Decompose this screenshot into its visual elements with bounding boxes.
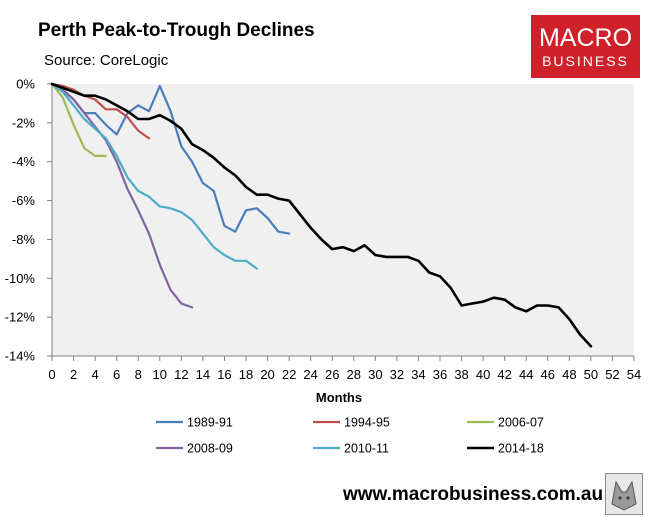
logo-line-macro: MACRO (538, 24, 633, 52)
x-tick-label: 12 (174, 367, 188, 382)
x-tick-label: 38 (454, 367, 468, 382)
series-line-1994-95 (50, 82, 151, 140)
series-line-2008-09 (50, 82, 194, 309)
x-tick-label: 0 (48, 367, 55, 382)
footer-url: www.macrobusiness.com.au (343, 484, 604, 505)
chart-source: Source: CoreLogic (44, 52, 169, 69)
legend-label-1994-95: 1994-95 (344, 416, 390, 430)
series-line-2014-18 (50, 82, 593, 348)
x-tick-label: 4 (91, 367, 98, 382)
x-tick-label: 2 (70, 367, 77, 382)
legend-label-2006-07: 2006-07 (498, 416, 544, 430)
x-tick-label: 52 (605, 367, 619, 382)
x-tick-label: 22 (282, 367, 296, 382)
x-tick-label: 30 (368, 367, 382, 382)
x-tick-label: 40 (476, 367, 490, 382)
x-tick-label: 6 (113, 367, 120, 382)
x-tick-label: 48 (562, 367, 576, 382)
x-tick-label: 26 (325, 367, 339, 382)
x-tick-label: 20 (260, 367, 274, 382)
x-tick-label: 54 (627, 367, 641, 382)
wolf-badge-icon (605, 473, 643, 515)
legend-label-1989-91: 1989-91 (187, 416, 233, 430)
y-tick-label: -6% (12, 193, 36, 208)
x-tick-label: 28 (347, 367, 361, 382)
legend-label-2014-18: 2014-18 (498, 442, 544, 456)
legend-label-2008-09: 2008-09 (187, 442, 233, 456)
x-tick-label: 44 (519, 367, 533, 382)
y-tick-label: -8% (12, 232, 36, 247)
x-tick-label: 34 (411, 367, 425, 382)
series-line-2010-11 (50, 82, 258, 270)
y-tick-label: -12% (5, 310, 36, 325)
logo-line-business: BUSINESS (542, 53, 629, 69)
x-tick-label: 16 (217, 367, 231, 382)
legend-label-2010-11: 2010-11 (344, 442, 389, 456)
x-tick-label: 32 (390, 367, 404, 382)
y-tick-label: -2% (12, 115, 36, 130)
x-tick-label: 36 (433, 367, 447, 382)
x-tick-label: 18 (239, 367, 253, 382)
macrobusiness-logo: MACRO BUSINESS (531, 15, 640, 78)
x-tick-label: 50 (584, 367, 598, 382)
x-tick-label: 24 (303, 367, 317, 382)
series-line-1989-91 (50, 82, 291, 235)
plot-area (52, 84, 634, 356)
x-tick-label: 42 (497, 367, 511, 382)
y-tick-label: -14% (5, 349, 36, 364)
x-axis-title: Months (316, 390, 362, 405)
y-tick-label: 0% (16, 77, 35, 92)
series-line-2006-07 (50, 82, 108, 157)
y-tick-label: -10% (5, 271, 36, 286)
x-tick-label: 10 (153, 367, 167, 382)
y-tick-label: -4% (12, 154, 36, 169)
x-tick-label: 8 (135, 367, 142, 382)
x-tick-label: 46 (541, 367, 555, 382)
chart-title: Perth Peak-to-Trough Declines (38, 20, 315, 41)
x-tick-label: 14 (196, 367, 210, 382)
